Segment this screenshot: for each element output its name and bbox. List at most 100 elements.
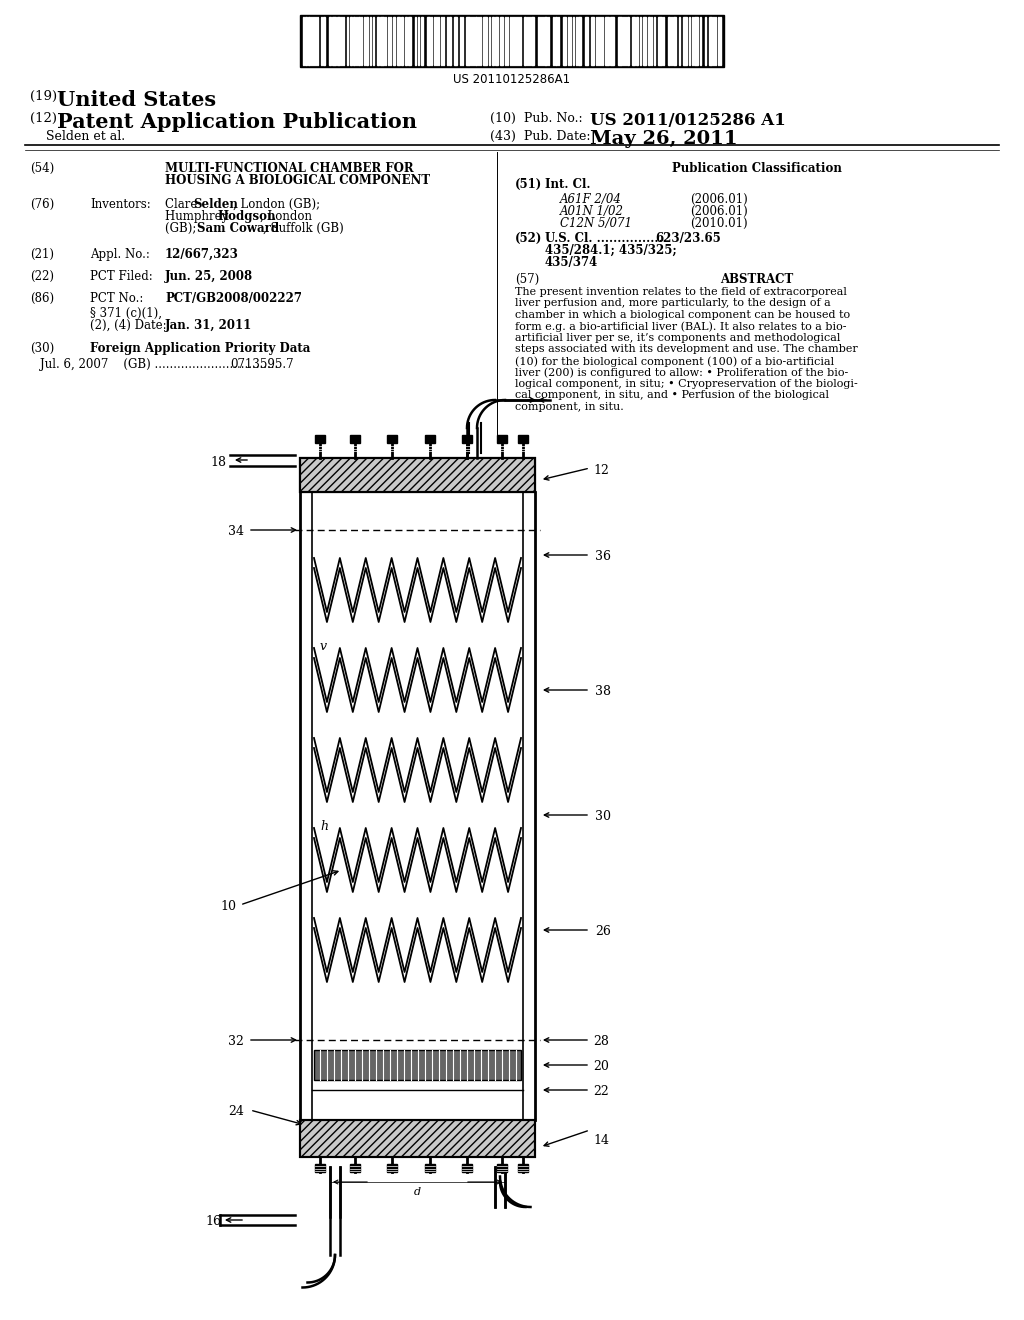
Text: chamber in which a biological component can be housed to: chamber in which a biological component … [515, 310, 850, 319]
Text: Humphrey: Humphrey [165, 210, 232, 223]
Text: Jun. 25, 2008: Jun. 25, 2008 [165, 271, 253, 282]
Text: (21): (21) [30, 248, 54, 261]
Bar [632, 17, 635, 65]
Text: (51): (51) [515, 178, 543, 191]
Bar [518, 1164, 528, 1172]
Text: component, in situ.: component, in situ. [515, 403, 624, 412]
Text: 18: 18 [210, 455, 226, 469]
Bar [425, 1164, 435, 1172]
Text: Int. Cl.: Int. Cl. [545, 178, 591, 191]
Bar [387, 436, 397, 444]
Bar [393, 17, 395, 65]
Text: The present invention relates to the field of extracorporeal: The present invention relates to the fie… [515, 286, 847, 297]
Bar [406, 17, 407, 65]
Text: cal component, in situ, and • Perfusion of the biological: cal component, in situ, and • Perfusion … [515, 391, 829, 400]
Bar [425, 436, 435, 444]
Text: Inventors:: Inventors: [90, 198, 151, 211]
Bar [449, 17, 451, 65]
Bar [683, 17, 687, 65]
Text: (12): (12) [30, 112, 61, 125]
Text: 38: 38 [595, 685, 611, 698]
Text: steps associated with its development and use. The chamber: steps associated with its development an… [515, 345, 858, 355]
Bar [300, 1119, 535, 1158]
Bar [627, 17, 629, 65]
Text: HOUSING A BIOLOGICAL COMPONENT: HOUSING A BIOLOGICAL COMPONENT [165, 174, 430, 187]
Text: May 26, 2011: May 26, 2011 [590, 129, 737, 148]
Text: liver (200) is configured to allow: • Proliferation of the bio-: liver (200) is configured to allow: • Pr… [515, 367, 848, 378]
Text: A61F 2/04: A61F 2/04 [560, 193, 622, 206]
Text: Patent Application Publication: Patent Application Publication [57, 112, 417, 132]
Text: (54): (54) [30, 162, 54, 176]
Text: (2010.01): (2010.01) [690, 216, 748, 230]
Text: 36: 36 [595, 550, 611, 564]
Text: 28: 28 [593, 1035, 609, 1048]
Bar [462, 436, 472, 444]
Text: 24: 24 [228, 1105, 244, 1118]
Text: Jul. 6, 2007    (GB) .................................: Jul. 6, 2007 (GB) ......................… [40, 358, 279, 371]
Bar [332, 17, 336, 65]
Text: (22): (22) [30, 271, 54, 282]
Text: 20: 20 [593, 1060, 609, 1073]
Bar [591, 17, 594, 65]
Text: 16: 16 [205, 1214, 221, 1228]
Text: 34: 34 [228, 525, 244, 539]
Text: (30): (30) [30, 342, 54, 355]
Bar [300, 458, 535, 492]
Text: 0713595.7: 0713595.7 [230, 358, 294, 371]
Bar [495, 17, 498, 65]
Text: (19): (19) [30, 90, 61, 103]
Bar [380, 17, 384, 65]
Text: Hodgson: Hodgson [217, 210, 275, 223]
Bar [462, 1164, 472, 1172]
Bar [610, 17, 614, 65]
Text: Foreign Application Priority Data: Foreign Application Priority Data [90, 342, 310, 355]
Bar [350, 17, 352, 65]
Bar [358, 17, 360, 65]
Bar [350, 1164, 360, 1172]
Text: Clare: Clare [165, 198, 201, 211]
Text: 22: 22 [593, 1085, 608, 1098]
Bar [401, 17, 403, 65]
Bar [648, 17, 650, 65]
Bar [329, 17, 331, 65]
Bar [497, 1164, 507, 1172]
Bar [300, 458, 535, 492]
Bar [377, 17, 379, 65]
Text: v: v [319, 640, 327, 653]
Text: Publication Classification: Publication Classification [672, 162, 842, 176]
Text: h: h [319, 820, 328, 833]
Bar [308, 17, 310, 65]
Text: § 371 (c)(1),: § 371 (c)(1), [90, 308, 162, 319]
Bar [544, 17, 547, 65]
Text: 30: 30 [595, 810, 611, 822]
Text: A01N 1/02: A01N 1/02 [560, 205, 624, 218]
Text: PCT/GB2008/002227: PCT/GB2008/002227 [165, 292, 302, 305]
Bar [475, 17, 477, 65]
Text: 12: 12 [593, 465, 609, 477]
Text: 435/374: 435/374 [545, 256, 598, 269]
Text: 26: 26 [595, 925, 611, 939]
Text: ABSTRACT: ABSTRACT [720, 273, 794, 286]
Bar [300, 15, 724, 67]
Bar [668, 17, 670, 65]
Text: Appl. No.:: Appl. No.: [90, 248, 150, 261]
Text: PCT Filed:: PCT Filed: [90, 271, 153, 282]
Text: (2006.01): (2006.01) [690, 193, 748, 206]
Bar [337, 17, 340, 65]
Bar [315, 436, 325, 444]
Text: US 2011/0125286 A1: US 2011/0125286 A1 [590, 112, 785, 129]
Text: liver perfusion and, more particularly, to the design of a: liver perfusion and, more particularly, … [515, 298, 830, 309]
Bar [421, 17, 423, 65]
Bar [366, 17, 368, 65]
Bar [563, 17, 566, 65]
Text: (57): (57) [515, 273, 540, 286]
Text: Sam Coward: Sam Coward [197, 222, 280, 235]
Text: (43)  Pub. Date:: (43) Pub. Date: [490, 129, 591, 143]
Bar [323, 17, 325, 65]
Text: form e.g. a bio-artificial liver (BAL). It also relates to a bio-: form e.g. a bio-artificial liver (BAL). … [515, 322, 847, 333]
Text: Selden et al.: Selden et al. [30, 129, 125, 143]
Bar [658, 17, 662, 65]
Bar [466, 17, 470, 65]
Text: , Suffolk (GB): , Suffolk (GB) [263, 222, 344, 235]
Bar [518, 436, 528, 444]
